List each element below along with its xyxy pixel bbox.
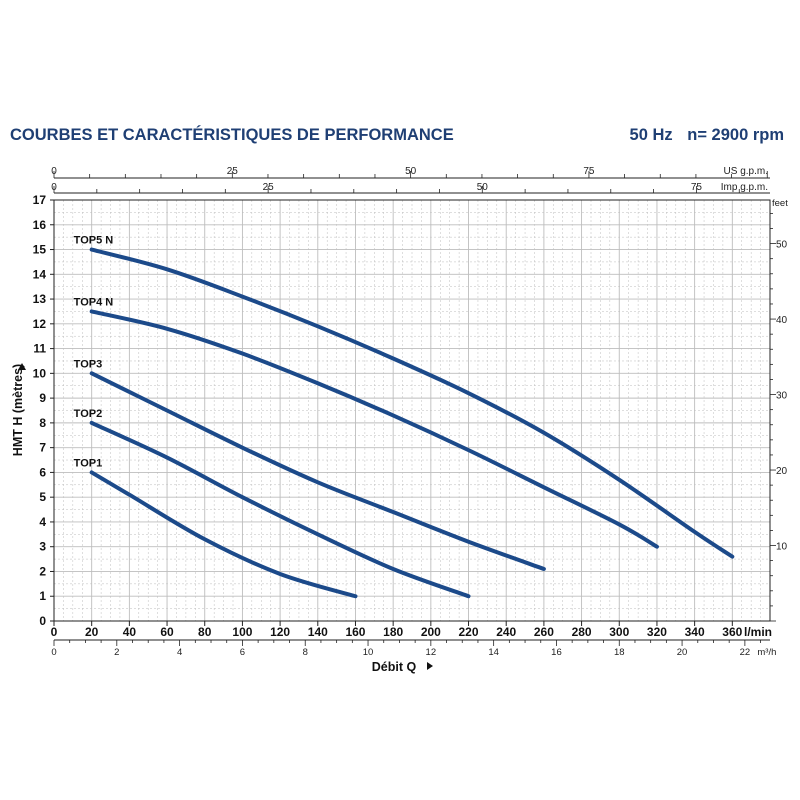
x-tick-label: 220 <box>459 625 479 639</box>
y-tick-label: 2 <box>39 564 46 578</box>
x-tick-label: 340 <box>685 625 705 639</box>
x-axis-arrow-icon <box>427 662 433 670</box>
m3h-tick-label: 20 <box>677 647 688 658</box>
series-line-top3 <box>89 371 546 571</box>
axes <box>50 171 776 646</box>
m3h-tick-label: 16 <box>551 647 562 658</box>
grid <box>53 199 771 622</box>
y-tick-label: 17 <box>33 193 47 207</box>
x-tick-label: 160 <box>345 625 365 639</box>
page-title: COURBES ET CARACTÉRISTIQUES DE PERFORMAN… <box>10 126 454 144</box>
feet-tick-label: 20 <box>776 466 788 477</box>
x-tick-label: 240 <box>496 625 516 639</box>
x-tick-label: 300 <box>609 625 629 639</box>
imp-gpm-unit-label: Imp g.p.m. <box>721 182 768 193</box>
m3h-tick-label: 4 <box>177 647 182 658</box>
x-tick-label: 360 <box>722 625 742 639</box>
m3h-tick-label: 22 <box>740 647 751 658</box>
y-tick-label: 4 <box>39 515 46 529</box>
y-tick-label: 3 <box>39 540 46 554</box>
m3h-tick-label: 0 <box>51 647 56 658</box>
x-tick-label: 40 <box>123 625 137 639</box>
imp-gpm-tick-label: 75 <box>691 182 703 193</box>
series-line-top2 <box>89 420 471 599</box>
frequency-label: 50 Hz <box>629 126 673 144</box>
y-tick-label: 10 <box>33 366 47 380</box>
m3h-tick-label: 10 <box>363 647 374 658</box>
m3h-tick-label: 6 <box>240 647 245 658</box>
y-tick-label: 12 <box>33 317 47 331</box>
x-tick-label: 140 <box>308 625 328 639</box>
m3h-tick-label: 14 <box>488 647 499 658</box>
us-gpm-unit-label: US g.p.m. <box>724 166 768 177</box>
x-tick-label: 80 <box>198 625 212 639</box>
m3h-tick-label: 18 <box>614 647 625 658</box>
y-tick-label: 8 <box>39 416 46 430</box>
feet-tick-label: 40 <box>776 315 788 326</box>
y-tick-label: 1 <box>39 589 46 603</box>
y-tick-label: 5 <box>39 490 46 504</box>
x-tick-label: 320 <box>647 625 667 639</box>
m3h-tick-label: 8 <box>303 647 308 658</box>
feet-tick-label: 50 <box>776 240 788 251</box>
series-label-top1: TOP1 <box>74 457 103 469</box>
series-label-top4-n: TOP4 N <box>74 296 114 308</box>
x-tick-label: 60 <box>160 625 174 639</box>
m3h-tick-label: 2 <box>114 647 119 658</box>
x-tick-label: 180 <box>383 625 403 639</box>
rpm-label: n= 2900 rpm <box>687 126 784 144</box>
m3h-tick-label: 12 <box>426 647 437 658</box>
feet-tick-label: 30 <box>776 391 788 402</box>
us-gpm-tick-label: 25 <box>227 166 239 177</box>
y-tick-label: 7 <box>39 441 46 455</box>
y-tick-label: 14 <box>33 267 47 281</box>
us-gpm-tick-label: 50 <box>405 166 417 177</box>
imp-gpm-tick-label: 25 <box>263 182 275 193</box>
series-label-top5-n: TOP5 N <box>74 235 114 247</box>
y-axis-label: HMT H (mètres) <box>11 364 25 456</box>
feet-unit-label: feet <box>772 198 788 209</box>
x-tick-label: 260 <box>534 625 554 639</box>
us-gpm-tick-label: 0 <box>51 166 57 177</box>
y-tick-label: 0 <box>39 614 46 628</box>
feet-tick-label: 10 <box>776 542 788 553</box>
speed-info: 50 Hz n= 2900 rpm <box>620 126 784 145</box>
x-unit-label: l/min <box>744 625 772 639</box>
us-gpm-tick-label: 75 <box>583 166 595 177</box>
series-line-top1 <box>89 470 358 599</box>
x-tick-label: 0 <box>51 625 58 639</box>
y-tick-label: 16 <box>33 218 47 232</box>
imp-gpm-tick-label: 0 <box>51 182 57 193</box>
x-axis-label: Débit Q <box>372 660 417 674</box>
m3h-unit-label: m³/h <box>757 647 776 658</box>
series-label-top2: TOP2 <box>74 408 103 420</box>
y-tick-label: 11 <box>33 342 46 356</box>
x-tick-label: 20 <box>85 625 99 639</box>
x-tick-label: 120 <box>270 625 290 639</box>
y-tick-label: 6 <box>39 465 46 479</box>
imp-gpm-tick-label: 50 <box>477 182 489 193</box>
y-tick-label: 15 <box>33 243 47 257</box>
series-line-top5-n <box>89 247 735 559</box>
series-group <box>89 247 735 599</box>
series-label-top3: TOP3 <box>74 358 103 370</box>
labels: 0 20 40 60 80 100 120 140 160 180 200 220 240 260 280 3… <box>11 166 788 674</box>
x-tick-label: 100 <box>232 625 252 639</box>
y-tick-label: 13 <box>33 292 47 306</box>
x-tick-label: 200 <box>421 625 441 639</box>
plot-frame <box>53 199 771 622</box>
y-axis-arrow-icon <box>18 363 26 370</box>
x-tick-label: 280 <box>572 625 592 639</box>
y-tick-label: 9 <box>39 391 46 405</box>
